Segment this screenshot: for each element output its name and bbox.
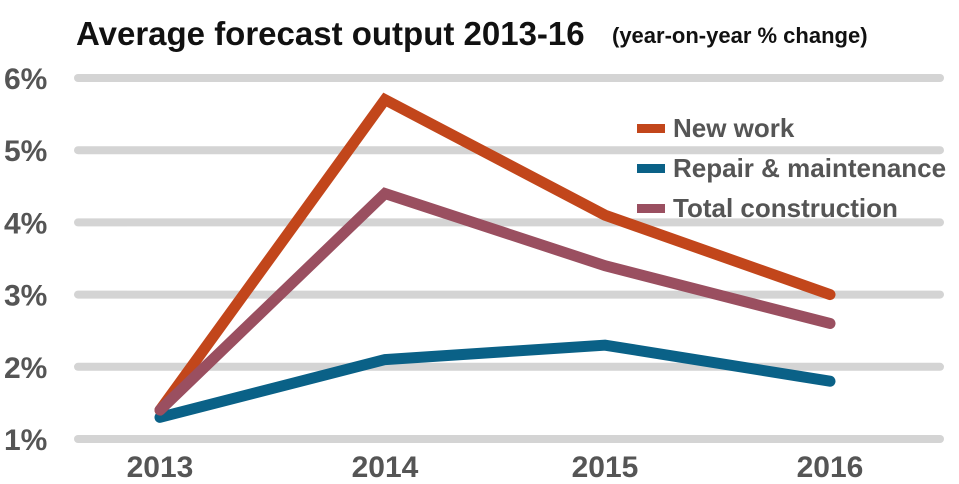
y-tick-label: 4% — [4, 207, 47, 240]
x-tick-label: 2016 — [797, 451, 864, 484]
chart-title: Average forecast output 2013-16 — [76, 15, 585, 52]
y-tick-label: 3% — [4, 280, 47, 313]
y-tick-label: 1% — [4, 424, 47, 457]
legend-label: New work — [673, 113, 795, 143]
legend-label: Total construction — [673, 193, 898, 223]
y-tick-label: 6% — [4, 63, 47, 96]
x-tick-label: 2015 — [572, 451, 639, 484]
series-line-2 — [154, 187, 836, 416]
legend-swatch — [637, 124, 665, 133]
legend-swatch — [637, 204, 665, 213]
series-line-1 — [154, 339, 836, 423]
legend-label: Repair & maintenance — [673, 153, 946, 183]
x-tick-label: 2013 — [127, 451, 194, 484]
x-tick-label: 2014 — [352, 451, 419, 484]
series-line-0 — [154, 92, 836, 416]
y-tick-label: 2% — [4, 352, 47, 385]
legend-swatch — [637, 164, 665, 173]
chart-subtitle: (year-on-year % change) — [612, 23, 868, 48]
y-tick-label: 5% — [4, 135, 47, 168]
